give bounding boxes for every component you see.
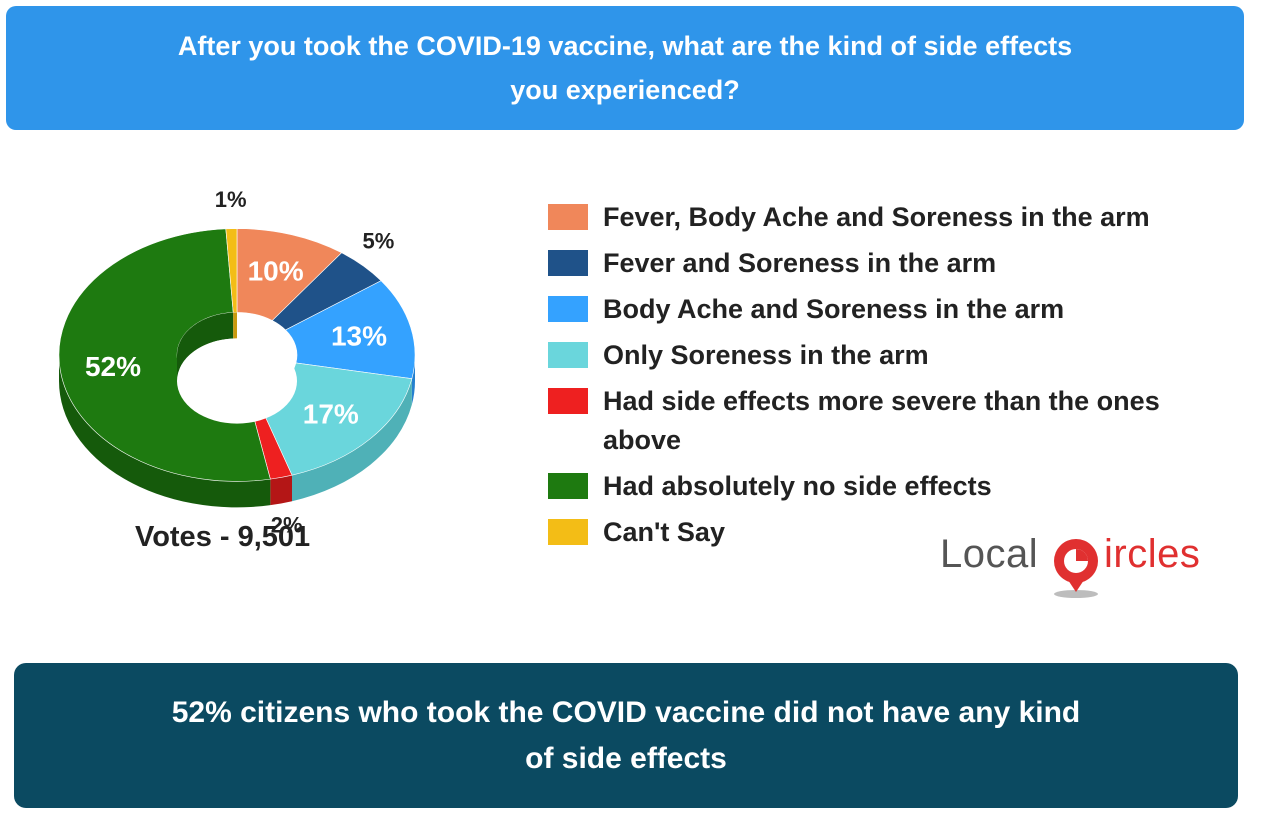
votes-count: Votes - 9,501	[135, 521, 311, 553]
slice	[236, 228, 343, 321]
slice-value-label: 1%	[215, 187, 247, 212]
legend-item: Fever and Soreness in the arm	[548, 244, 1248, 283]
legend-swatch	[548, 473, 588, 499]
legend-swatch	[548, 388, 588, 414]
legend-label: Fever and Soreness in the arm	[603, 248, 997, 278]
slice-side	[270, 475, 293, 506]
conclusion-banner: 52% citizens who took the COVID vaccine …	[14, 663, 1238, 808]
legend-swatch	[548, 296, 588, 322]
logo-text-left: Local	[940, 532, 1039, 576]
donut-chart: 10% 5% 13% 17% 2% 52% 1%	[58, 187, 416, 538]
slice-value-label: 13%	[331, 321, 387, 352]
legend-swatch	[548, 250, 588, 276]
legend-item: Body Ache and Soreness in the arm	[548, 290, 1248, 329]
legend-label: Had side effects more severe than the on…	[603, 386, 1160, 455]
legend-label: Only Soreness in the arm	[603, 340, 929, 370]
chart-legend: Fever, Body Ache and Soreness in the arm…	[548, 198, 1248, 559]
legend-item: Fever, Body Ache and Soreness in the arm	[548, 198, 1248, 237]
donut-hole	[177, 338, 297, 424]
hole-wall	[233, 312, 237, 339]
slice	[285, 280, 416, 380]
legend-label: Body Ache and Soreness in the arm	[603, 294, 1065, 324]
hole-wall	[177, 312, 234, 381]
legend-item: Had side effects more severe than the on…	[548, 382, 1248, 460]
legend-swatch	[548, 204, 588, 230]
location-pin-icon	[1054, 539, 1098, 598]
slice-value-label: 52%	[85, 351, 141, 382]
legend-item: Can't Say	[548, 513, 1248, 552]
question-banner: After you took the COVID-19 vaccine, wha…	[6, 6, 1244, 130]
slice-side	[59, 355, 271, 508]
legend-item: Only Soreness in the arm	[548, 336, 1248, 375]
slice-value-label: 10%	[248, 256, 304, 287]
legend-label: Can't Say	[603, 517, 725, 547]
legend-label: Fever, Body Ache and Soreness in the arm	[603, 202, 1150, 232]
slice-value-label: 5%	[363, 229, 395, 254]
legend-swatch	[548, 342, 588, 368]
conclusion-text: 52% citizens who took the COVID vaccine …	[171, 695, 1081, 775]
question-text: After you took the COVID-19 vaccine, wha…	[177, 31, 1073, 105]
slice-value-label: 17%	[303, 399, 359, 430]
localcircles-logo: Local ircles	[940, 530, 1240, 602]
legend-item: Had absolutely no side effects	[548, 467, 1248, 506]
legend-swatch	[548, 519, 588, 545]
legend-label: Had absolutely no side effects	[603, 471, 992, 501]
slice-value-label: 2%	[271, 513, 303, 538]
logo-text-right: ircles	[1104, 532, 1201, 576]
slice-side	[292, 378, 412, 502]
